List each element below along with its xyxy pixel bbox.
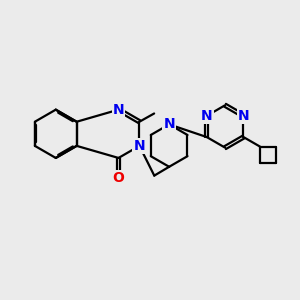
Text: N: N (201, 109, 212, 123)
Text: N: N (134, 139, 145, 153)
Text: N: N (238, 109, 249, 123)
Text: N: N (113, 103, 124, 117)
Text: N: N (163, 117, 175, 131)
Text: O: O (112, 171, 124, 185)
